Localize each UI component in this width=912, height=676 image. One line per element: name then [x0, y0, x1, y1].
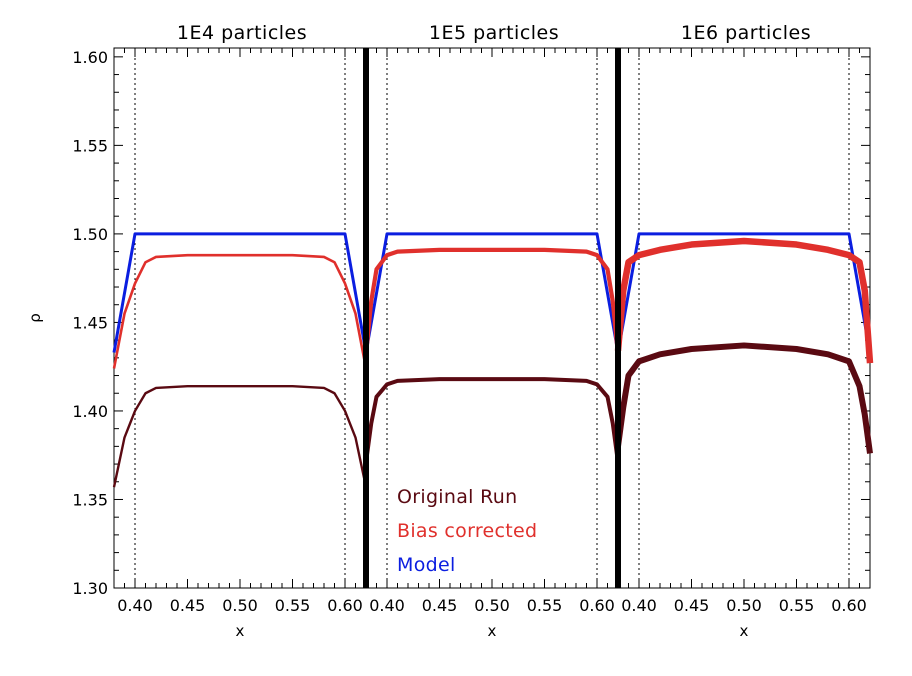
- panel-title: 1E5 particles: [429, 22, 559, 44]
- legend: Original Run Bias corrected Model: [397, 486, 537, 576]
- series-line-model: [616, 232, 872, 353]
- x-tick-label: 0.45: [674, 596, 710, 615]
- x-tick-label: 0.40: [369, 596, 405, 615]
- x-tick-label: 0.55: [527, 596, 563, 615]
- panel-2: 0.40 0.45 0.50 0.55 0.60 x 1E5 particles: [363, 22, 621, 640]
- x-tick-label: 0.50: [474, 596, 510, 615]
- panel-divider: [615, 48, 621, 588]
- panel-frame: [113, 47, 367, 589]
- x-tick-label: 0.45: [170, 596, 206, 615]
- legend-entry: Original Run: [397, 486, 517, 508]
- panel-title: 1E4 particles: [177, 22, 307, 44]
- x-tick-label: 0.50: [222, 596, 258, 615]
- x-tick-label: 0.45: [422, 596, 458, 615]
- panel-3: 0.40 0.45 0.50 0.55 0.60 x 1E6 particles: [614, 22, 874, 640]
- series-line-original-run: [112, 384, 368, 488]
- y-tick-label: 1.60: [72, 48, 108, 67]
- series-line-original-run: [364, 377, 620, 463]
- panel-1: 0.40 0.45 0.50 0.55 0.60 x 1E4 particles: [112, 22, 368, 640]
- x-axis-label: x: [740, 622, 749, 640]
- legend-entry: Model: [397, 554, 456, 576]
- y-tick-label: 1.35: [72, 490, 108, 509]
- x-tick-label: 0.60: [831, 596, 867, 615]
- series-line-bias-corrected: [112, 253, 368, 369]
- y-tick-label: 1.55: [72, 136, 108, 155]
- series-line-model: [364, 232, 620, 353]
- series-line-bias-corrected: [363, 247, 621, 355]
- y-tick-label: 1.40: [72, 402, 108, 421]
- y-tick-label: 1.30: [72, 579, 108, 598]
- series-line-original-run: [615, 342, 873, 454]
- y-axis-label: ρ: [26, 313, 44, 323]
- y-tick-label: 1.50: [72, 225, 108, 244]
- legend-entry: Bias corrected: [397, 520, 537, 542]
- panel-title: 1E6 particles: [681, 22, 811, 44]
- x-axis-label: x: [236, 622, 245, 640]
- series-line-bias-corrected: [614, 237, 874, 364]
- x-tick-label: 0.40: [621, 596, 657, 615]
- panel-divider: [363, 48, 369, 588]
- x-tick-label: 0.50: [726, 596, 762, 615]
- x-axis-label: x: [488, 622, 497, 640]
- x-tick-label: 0.60: [579, 596, 615, 615]
- x-tick-label: 0.55: [779, 596, 815, 615]
- x-tick-label: 0.55: [275, 596, 311, 615]
- series-line-model: [112, 232, 368, 353]
- x-tick-label: 0.40: [117, 596, 153, 615]
- y-tick-label: 1.45: [72, 313, 108, 332]
- panel-frame: [617, 47, 871, 589]
- x-tick-label: 0.60: [327, 596, 363, 615]
